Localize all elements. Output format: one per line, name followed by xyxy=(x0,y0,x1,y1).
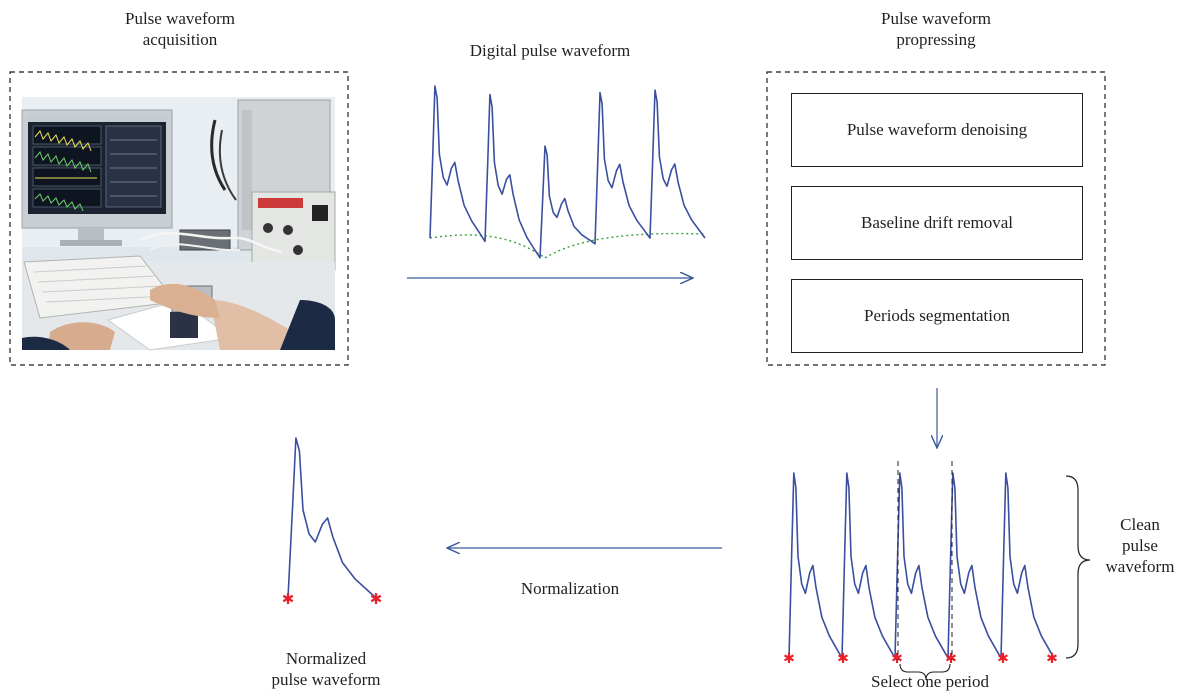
label-clean-line2: pulse xyxy=(1122,536,1158,555)
label-acquisition: Pulse waveform acquisition xyxy=(80,8,280,50)
label-clean-line3: waveform xyxy=(1105,557,1175,576)
label-normalized: Normalized pulse waveform xyxy=(236,648,416,690)
label-digital: Digital pulse waveform xyxy=(469,41,631,60)
label-select-period: Select one period xyxy=(870,672,989,691)
step-baseline-removal-label: Baseline drift removal xyxy=(860,213,1013,232)
step-baseline-removal: Baseline drift removal xyxy=(791,186,1083,260)
label-processing-line1: Pulse waveform xyxy=(880,9,991,28)
period-marker: ✱ xyxy=(1046,651,1058,667)
period-marker: ✱ xyxy=(891,651,903,667)
label-clean-line1: Clean xyxy=(1120,515,1160,534)
label-normalized-line2: pulse waveform xyxy=(271,670,381,689)
clean-waveform-brace xyxy=(1065,475,1091,659)
normalized-markers: ✱ ✱ xyxy=(282,590,383,608)
step-segmentation: Periods segmentation xyxy=(791,279,1083,353)
normalized-marker: ✱ xyxy=(370,590,383,608)
label-processing-line2: propressing xyxy=(896,30,976,49)
step-denoising-label: Pulse waveform denoising xyxy=(846,120,1028,139)
label-acquisition-line1: Pulse waveform xyxy=(124,9,235,28)
normalized-marker: ✱ xyxy=(282,590,295,608)
acquisition-photo xyxy=(21,97,336,351)
period-marker: ✱ xyxy=(997,651,1009,667)
period-markers: ✱ ✱ ✱ ✱ ✱ ✱ xyxy=(783,651,1058,667)
period-marker: ✱ xyxy=(783,651,795,667)
period-marker: ✱ xyxy=(837,651,849,667)
digital-baseline-curve xyxy=(429,232,706,259)
period-marker: ✱ xyxy=(945,651,957,667)
label-normalized-line1: Normalized xyxy=(285,649,367,668)
label-processing: Pulse waveform propressing xyxy=(836,8,1036,50)
digital-pulse-waveform xyxy=(429,85,706,259)
label-acquisition-line2: acquisition xyxy=(142,30,218,49)
step-segmentation-label: Periods segmentation xyxy=(864,306,1010,325)
label-clean: Clean pulse waveform xyxy=(1095,514,1185,577)
normalized-pulse-waveform xyxy=(287,437,377,599)
label-normalization: Normalization xyxy=(520,579,620,598)
step-denoising: Pulse waveform denoising xyxy=(791,93,1083,167)
clean-pulse-waveform xyxy=(788,472,1055,659)
select-period-brace xyxy=(899,663,951,681)
